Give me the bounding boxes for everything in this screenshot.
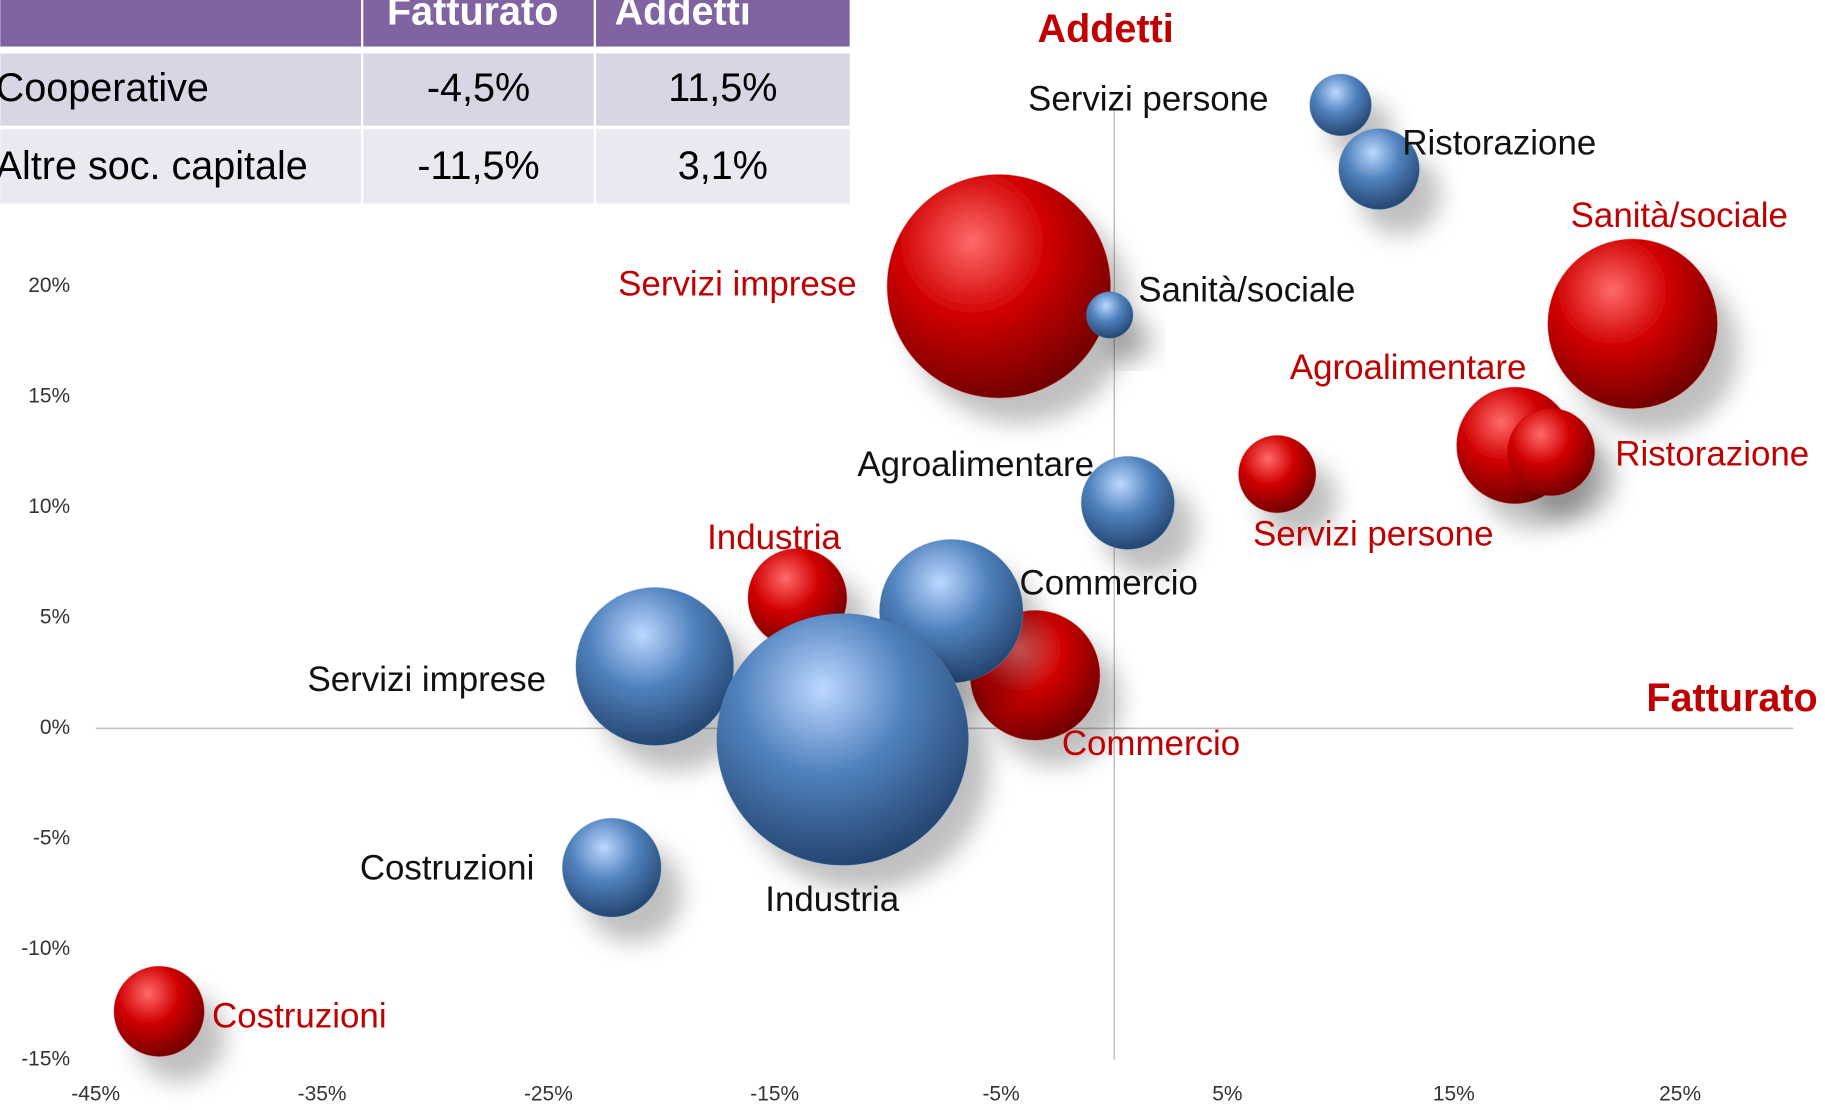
bubble-label: Ristorazione (1615, 434, 1809, 473)
table-cell (0, 129, 361, 204)
x-tick-label: -35% (298, 1082, 347, 1105)
table-cell (596, 53, 850, 126)
y-tick-label: -10% (21, 937, 70, 960)
bubble-label: Servizi persone (1253, 515, 1493, 554)
bubble-label: Commercio (1020, 563, 1198, 602)
table-header-cell (0, 0, 361, 47)
table-header-cell (596, 0, 850, 47)
bubble (1085, 291, 1134, 339)
bubble (561, 817, 662, 918)
plot-area: -45% -35% -25% -15% -5% 5% 15% 25% -15% -10% -5% 0%… (21, 7, 1818, 1106)
bubble (716, 612, 970, 866)
table-cell-text: -4,5% (427, 66, 530, 110)
bubble (1338, 128, 1420, 210)
bubble-label: Servizi persone (1028, 79, 1268, 118)
bubble-label: Sanità/sociale (1571, 196, 1788, 235)
bubble (575, 586, 735, 746)
y-tick-label: -15% (21, 1047, 70, 1070)
x-tick-label: 25% (1659, 1082, 1701, 1105)
table-cell-text: 3,1% (678, 144, 768, 188)
bubble (113, 965, 205, 1057)
y-tick-label: 0% (40, 716, 70, 739)
x-tick-label: -45% (71, 1082, 120, 1105)
bubble (1506, 407, 1596, 497)
x-tick-label: -15% (750, 1082, 799, 1105)
bubble-label: Commercio (1062, 724, 1240, 763)
x-tick-label: 5% (1212, 1082, 1242, 1105)
y-tick-label: -5% (33, 826, 70, 849)
bubble-label: Industria (707, 518, 841, 557)
table-row-label: Cooperative (0, 66, 209, 110)
bubble (1309, 73, 1372, 137)
bubble-label: Ristorazione (1402, 124, 1596, 163)
table-cell (363, 53, 594, 126)
bubble-label: Servizi imprese (618, 264, 856, 303)
table-header: Addetti (615, 0, 751, 33)
bubble (1080, 455, 1175, 550)
table: Fatturato Addetti Cooperative -4,5% 11,5… (0, 0, 850, 204)
table-cell (0, 53, 361, 126)
bubble-label: Costruzioni (360, 849, 535, 888)
bubble (1238, 434, 1317, 514)
bubble-label: Servizi imprese (308, 660, 546, 699)
table-header-cell (363, 0, 594, 47)
bubble-label: Agroalimentare (857, 445, 1094, 484)
bubble-label: Agroalimentare (1290, 348, 1527, 387)
x-tick-label: -25% (524, 1082, 573, 1105)
y-tick-label: 5% (40, 605, 70, 628)
y-tick-label: 15% (28, 384, 70, 407)
y-axis-title: Addetti (1038, 7, 1174, 51)
table-cell (363, 129, 594, 204)
bubble (1547, 238, 1718, 410)
x-axis-title: Fatturato (1646, 676, 1817, 720)
table-cell (596, 129, 850, 204)
bubble-label: Sanità/sociale (1138, 270, 1355, 309)
table-cell-text: 11,5% (668, 66, 777, 110)
y-tick-label: 10% (28, 495, 70, 518)
table-row-label: Altre soc. capitale (0, 144, 308, 188)
bubble (886, 174, 1112, 399)
table-header: Fatturato (387, 0, 558, 33)
bubble-label: Industria (765, 880, 899, 919)
x-tick-label: 15% (1433, 1082, 1475, 1105)
bubble-label: Costruzioni (212, 996, 387, 1035)
x-tick-label: -5% (982, 1082, 1019, 1105)
y-tick-label: 20% (28, 274, 70, 297)
table-cell-text: -11,5% (417, 144, 539, 188)
